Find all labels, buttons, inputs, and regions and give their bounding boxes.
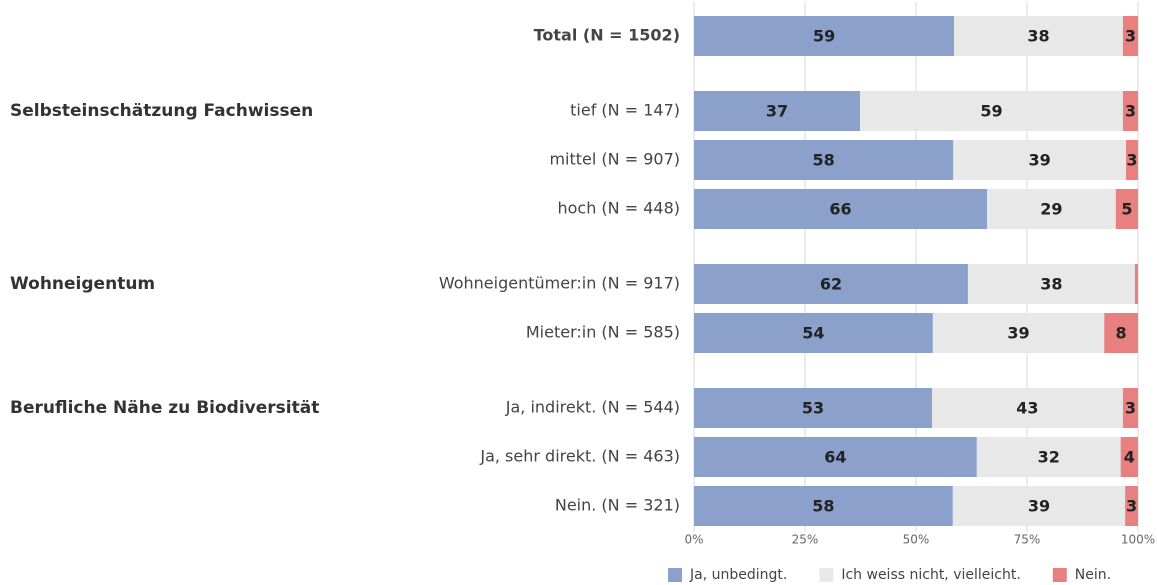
category-label: Mieter:in (N = 585): [526, 323, 680, 342]
bar-segment: [694, 388, 932, 428]
group-label: Selbsteinschätzung Fachwissen: [10, 101, 313, 121]
value-label: 38: [1040, 275, 1062, 294]
value-label: 58: [812, 497, 834, 516]
category-label: tief (N = 147): [570, 101, 680, 120]
value-label: 3: [1126, 151, 1137, 170]
value-label: 59: [980, 102, 1002, 121]
value-label: 3: [1125, 102, 1136, 121]
value-label: 29: [1040, 200, 1062, 219]
value-label: 39: [1028, 497, 1050, 516]
bar-segment: [987, 189, 1116, 229]
value-label: 3: [1125, 399, 1136, 418]
bar-segment: [694, 313, 933, 353]
bar-segment: [931, 388, 1123, 428]
value-label: 43: [1016, 399, 1038, 418]
value-label: 66: [829, 200, 851, 219]
legend-label: Ich weiss nicht, vielleicht.: [841, 567, 1020, 583]
legend-swatch: [1052, 568, 1067, 582]
legend-swatch: [668, 568, 682, 582]
value-label: 37: [766, 102, 788, 121]
x-tick-label: 0%: [684, 533, 703, 547]
legend-swatch: [819, 568, 834, 582]
category-label: Ja, indirekt. (N = 544): [505, 398, 680, 417]
bar-segment: [694, 437, 977, 477]
value-label: 64: [824, 448, 846, 467]
bar-segment: [694, 486, 953, 526]
bar-segment: [1122, 91, 1138, 131]
value-label: 53: [802, 399, 824, 418]
category-label: Nein. (N = 321): [555, 496, 680, 515]
bar-segment: [694, 91, 861, 131]
value-label: 39: [1007, 324, 1029, 343]
group-label: Wohneigentum: [10, 274, 155, 294]
bar-segment: [1115, 189, 1138, 229]
group-label: Berufliche Nähe zu Biodiversität: [10, 398, 319, 418]
value-label: 5: [1121, 200, 1132, 219]
x-tick-label: 75%: [1014, 533, 1041, 547]
value-label: 59: [813, 27, 835, 46]
bar-segment: [953, 140, 1127, 180]
value-label: 58: [813, 151, 835, 170]
bar-segment: [976, 437, 1121, 477]
category-label: Wohneigentümer:in (N = 917): [439, 274, 680, 293]
category-label: Ja, sehr direkt. (N = 463): [479, 447, 680, 466]
bar-segment: [694, 189, 988, 229]
bar-segment: [694, 140, 954, 180]
value-label: 38: [1027, 27, 1049, 46]
x-tick-label: 50%: [903, 533, 930, 547]
bar-segment: [952, 486, 1126, 526]
bar-segment: [1122, 16, 1138, 56]
bar-segment: [1120, 437, 1138, 477]
bar-segment: [1122, 388, 1138, 428]
bar-segment: [1125, 486, 1138, 526]
value-label: 39: [1029, 151, 1051, 170]
legend-label: Nein.: [1075, 567, 1111, 583]
value-label: 32: [1038, 448, 1060, 467]
x-tick-label: 25%: [792, 533, 819, 547]
bar-segment: [694, 16, 955, 56]
bar-segment: [1126, 140, 1138, 180]
category-label: Total (N = 1502): [534, 26, 680, 45]
value-label: 62: [820, 275, 842, 294]
category-label: mittel (N = 907): [549, 150, 680, 169]
bar-segment: [694, 264, 968, 304]
bar-segment: [1104, 313, 1138, 353]
bar-segment: [932, 313, 1105, 353]
value-label: 8: [1116, 324, 1127, 343]
bar-segment: [967, 264, 1135, 304]
value-label: 3: [1126, 497, 1137, 516]
bar-segment: [1134, 264, 1138, 304]
legend-label: Ja, unbedingt.: [689, 567, 787, 583]
value-label: 4: [1124, 448, 1135, 467]
value-label: 54: [802, 324, 824, 343]
bar-segment: [860, 91, 1123, 131]
category-label: hoch (N = 448): [557, 199, 680, 218]
bar-segment: [954, 16, 1123, 56]
x-tick-label: 100%: [1121, 533, 1155, 547]
value-label: 3: [1125, 27, 1136, 46]
